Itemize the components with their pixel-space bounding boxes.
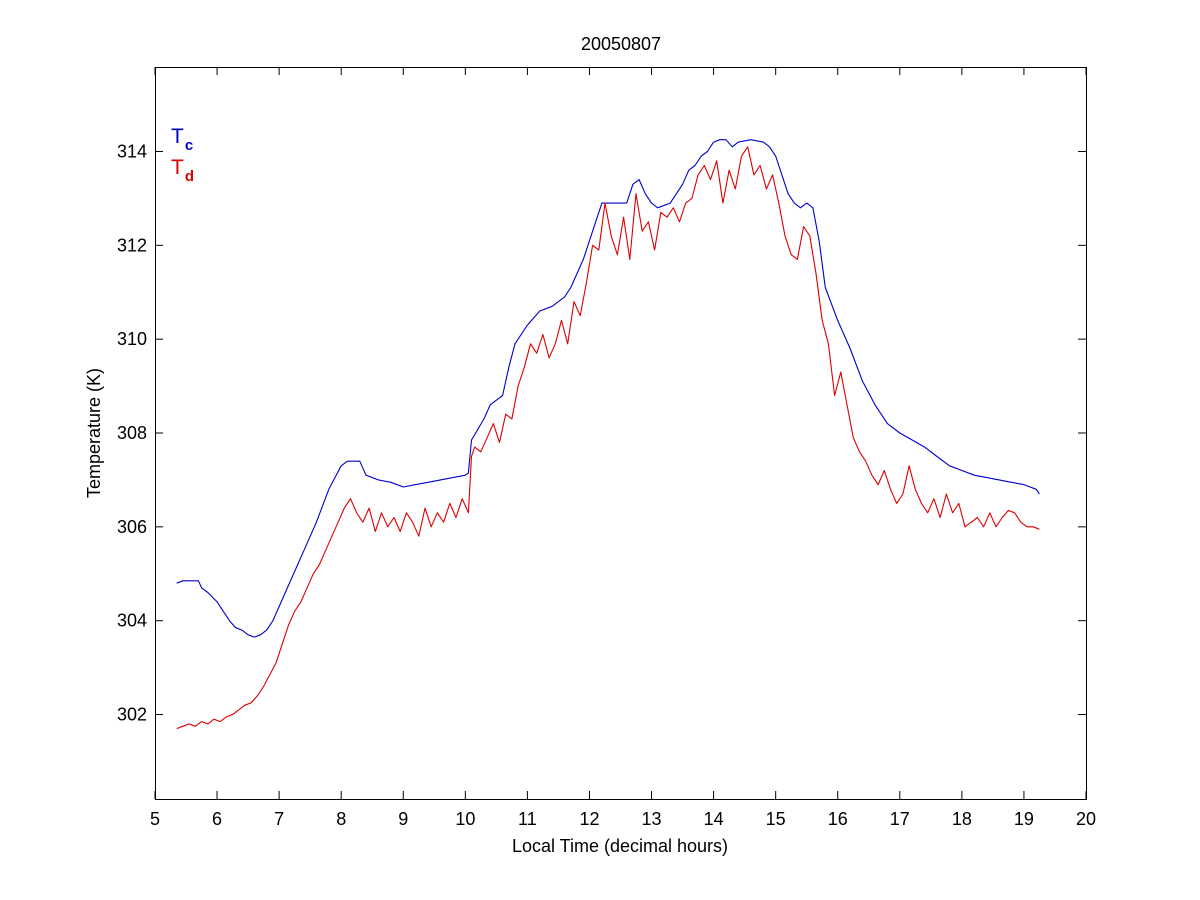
y-tick-label: 308	[117, 423, 147, 443]
x-tick-label: 19	[1014, 809, 1034, 829]
x-axis-label: Local Time (decimal hours)	[512, 836, 728, 856]
x-tick-label: 20	[1076, 809, 1096, 829]
series-line-1	[176, 146, 1040, 730]
x-tick-label: 11	[518, 809, 537, 829]
y-tick-label: 310	[117, 329, 147, 349]
x-tick-label: 7	[274, 809, 284, 829]
x-tick-label: 13	[642, 809, 662, 829]
x-tick-label: 18	[952, 809, 972, 829]
x-tick-label: 15	[766, 809, 786, 829]
legend-entry: Tc	[171, 125, 193, 154]
x-tick-label: 5	[150, 809, 160, 829]
plot-area	[176, 139, 1040, 730]
legend-entry-symbol: T	[171, 125, 184, 148]
y-axis-label: Temperature (K)	[84, 368, 104, 498]
x-tick-label: 6	[212, 809, 222, 829]
legend-entry: Td	[171, 156, 194, 185]
x-tick-label: 17	[890, 809, 910, 829]
x-tick-label: 10	[455, 809, 475, 829]
y-tick-label: 314	[117, 141, 147, 161]
legend-entry-subscript: d	[185, 168, 194, 185]
axis-ticks: 5 6 7 8 9 10 11 12 13 14 15 16 17 18 19 20 302 304 306 308 3…	[117, 67, 1096, 829]
y-tick-label: 302	[117, 705, 147, 725]
x-tick-label: 14	[704, 809, 724, 829]
x-tick-label: 8	[336, 809, 346, 829]
x-tick-label: 12	[579, 809, 599, 829]
y-tick-label: 306	[117, 517, 147, 537]
legend-entry-symbol: T	[171, 156, 184, 179]
chart-title: 20050807	[581, 34, 661, 54]
legend-entry-subscript: c	[185, 137, 193, 154]
y-tick-label: 304	[117, 611, 147, 631]
series-line-0	[176, 139, 1040, 638]
x-tick-label: 9	[398, 809, 408, 829]
y-tick-label: 312	[117, 235, 147, 255]
x-tick-label: 16	[828, 809, 848, 829]
axis-frame	[155, 67, 1087, 800]
